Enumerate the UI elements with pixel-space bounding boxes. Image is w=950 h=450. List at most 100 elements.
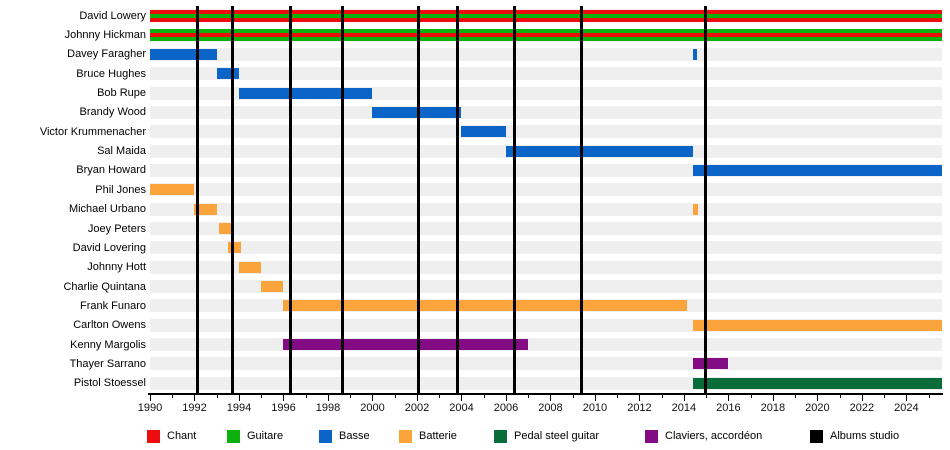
minor-tick [617,395,619,398]
timeline-bar [261,281,284,293]
minor-tick [839,395,841,398]
legend-label: Chant [167,430,197,442]
x-axis-line [148,393,943,395]
timeline-bar [692,164,942,176]
row-band [150,241,942,255]
timeline-bar [238,261,262,273]
album-release-line [455,6,459,393]
minor-tick [172,395,174,398]
member-label: Frank Funaro [79,299,146,312]
x-axis-tick-label: 2002 [404,402,430,414]
x-axis-tick-label: 2020 [805,402,830,414]
timeline-bar [238,87,373,99]
timeline-bar [283,300,688,312]
major-tick [550,395,552,401]
minor-tick [928,395,930,398]
minor-tick [439,395,441,398]
member-label: Pistol Stoessel [73,377,146,390]
member-label: Phil Jones [95,183,146,196]
x-axis-tick-label: 1990 [137,402,163,414]
timeline-bar [692,358,729,370]
major-tick [639,395,641,401]
major-tick [372,395,374,401]
legend-swatch-pedal_steel [494,429,507,443]
x-axis-tick-label: 2024 [894,402,919,414]
row-band [150,105,942,119]
timeline-bar [194,203,217,215]
legend-swatch-claviers [645,429,658,443]
minor-tick [483,395,485,398]
member-label: Bruce Hughes [76,67,146,80]
timeline-bar [218,223,233,235]
x-axis-tick-label: 2000 [360,402,385,414]
minor-tick [795,395,797,398]
row-band [150,357,942,371]
minor-tick [216,395,218,398]
row-band [150,202,942,216]
minor-tick [750,395,752,398]
album-release-line [196,6,200,393]
member-label: Sal Maida [97,145,146,158]
legend-label: Pedal steel guitar [514,430,599,442]
major-tick [283,395,285,401]
minor-tick [706,395,708,398]
major-tick [416,395,418,401]
x-axis-tick-label: 1994 [226,402,252,414]
minor-tick [394,395,396,398]
legend-item-guitare: Guitare [227,429,283,443]
timeline-bar [461,126,506,138]
legend-swatch-basse [319,429,332,443]
legend-swatch-albums [810,429,823,443]
x-axis-tick-label: 2006 [493,402,519,414]
member-label: Brandy Wood [79,106,146,119]
album-release-line [416,6,420,393]
major-tick [728,395,730,401]
x-axis-tick-label: 2010 [582,402,608,414]
member-label: Joey Peters [87,222,146,235]
member-label: Johnny Hickman [64,29,146,42]
legend-item-basse: Basse [319,429,370,443]
legend-label: Claviers, accordéon [665,430,763,442]
x-axis-tick-label: 2004 [449,402,474,414]
major-tick [505,395,507,401]
album-release-line [288,6,292,393]
member-label: Charlie Quintana [63,280,146,293]
major-tick [327,395,329,401]
major-tick [594,395,596,401]
legend-item-pedal_steel: Pedal steel guitar [494,429,599,443]
legend-swatch-batterie [399,429,412,443]
timeline-bar [150,29,942,42]
major-tick [194,395,196,401]
member-label: David Lovering [72,241,146,254]
row-band [150,280,942,294]
timeline-bar [692,48,698,60]
member-label: Carlton Owens [73,319,146,332]
member-label: Michael Urbano [68,203,146,216]
album-release-line [513,6,517,393]
instrument-stripe-guitare [150,37,942,42]
instrument-stripe-chant [150,33,942,38]
minor-tick [350,395,352,398]
major-tick [906,395,908,401]
row-band [150,260,942,274]
timeline-bar [150,48,217,60]
legend-label: Guitare [247,430,284,442]
timeline-bar [505,145,693,157]
row-band [150,67,942,81]
legend-label: Basse [339,430,370,442]
legend-item-batterie: Batterie [399,429,457,443]
major-tick [683,395,685,401]
x-axis-tick-label: 2016 [716,402,741,414]
album-release-line [230,6,234,393]
x-axis-tick-label: 2022 [849,402,875,414]
row-band [150,125,942,139]
major-tick [461,395,463,401]
member-label: Bryan Howard [76,164,146,177]
member-label: Bob Rupe [97,87,146,100]
legend-item-albums: Albums studio [810,429,899,443]
x-axis-tick-label: 2012 [627,402,652,414]
timeline-bar [692,377,942,389]
member-label: Kenny Margolis [70,338,146,351]
x-axis-tick-label: 1998 [315,402,341,414]
minor-tick [572,395,574,398]
